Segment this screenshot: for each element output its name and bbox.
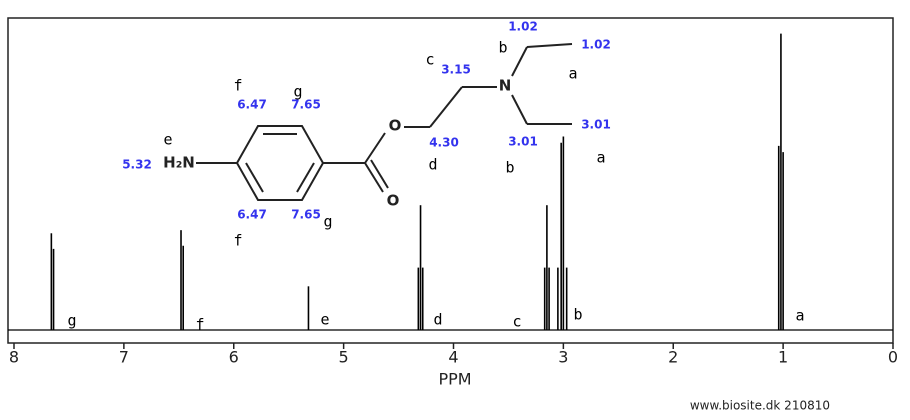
- x-tick-label: 0: [888, 348, 898, 367]
- atom-label: O: [389, 117, 402, 135]
- shift-label: 5.32: [122, 158, 152, 172]
- shift-label: 1.02: [508, 20, 538, 34]
- x-axis-title: PPM: [438, 370, 471, 389]
- shift-letter: a: [596, 149, 605, 167]
- bond: [364, 132, 386, 164]
- x-tick-label: 1: [778, 348, 788, 367]
- shift-letter: f: [233, 232, 242, 250]
- shift-label: 6.47: [237, 98, 267, 112]
- shift-label: 7.65: [291, 208, 321, 222]
- bond: [370, 159, 389, 189]
- atom-label: O: [387, 192, 400, 210]
- peak-label: a: [795, 307, 804, 325]
- shift-letter: a: [568, 65, 577, 83]
- watermark: www.biosite.dk 210810: [690, 399, 830, 413]
- peak-label: b: [573, 306, 582, 324]
- atom-label: H₂N: [163, 154, 195, 172]
- shift-letter: g: [293, 83, 302, 101]
- peak-label: c: [512, 313, 521, 331]
- shift-label: 1.02: [581, 38, 611, 52]
- bond: [364, 162, 384, 193]
- peak-label: g: [67, 312, 76, 330]
- shift-letter: d: [428, 156, 437, 174]
- peak-label: f: [195, 316, 204, 334]
- x-tick-label: 6: [229, 348, 239, 367]
- shift-letter: e: [163, 131, 172, 149]
- shift-letter: g: [323, 213, 332, 231]
- peak-label: e: [320, 311, 329, 329]
- double-bond: [296, 162, 315, 193]
- bond: [526, 43, 573, 48]
- peak-label: d: [433, 311, 442, 329]
- x-tick-label: 7: [119, 348, 129, 367]
- shift-label: 7.65: [291, 98, 321, 112]
- x-tick-label: 2: [668, 348, 678, 367]
- shift-label: 3.01: [581, 118, 611, 132]
- x-tick-label: 8: [9, 348, 19, 367]
- bond: [511, 94, 528, 125]
- bond: [511, 46, 528, 77]
- plot-frame: [7, 17, 894, 344]
- benzene-ring: [235, 125, 325, 201]
- shift-letter: c: [425, 51, 434, 69]
- molecule-structure: [196, 43, 573, 201]
- shift-label: 3.01: [508, 135, 538, 149]
- bond: [429, 86, 463, 128]
- shift-label: 6.47: [237, 208, 267, 222]
- x-tick-label: 4: [448, 348, 458, 367]
- x-tick-label: 3: [558, 348, 568, 367]
- atom-label: N: [499, 77, 512, 95]
- double-bond: [245, 162, 264, 193]
- shift-label: 4.30: [429, 136, 459, 150]
- shift-label: 3.15: [441, 63, 471, 77]
- shift-letter: b: [498, 39, 507, 57]
- shift-letter: b: [505, 159, 514, 177]
- x-tick-label: 5: [339, 348, 349, 367]
- shift-letter: f: [233, 77, 242, 95]
